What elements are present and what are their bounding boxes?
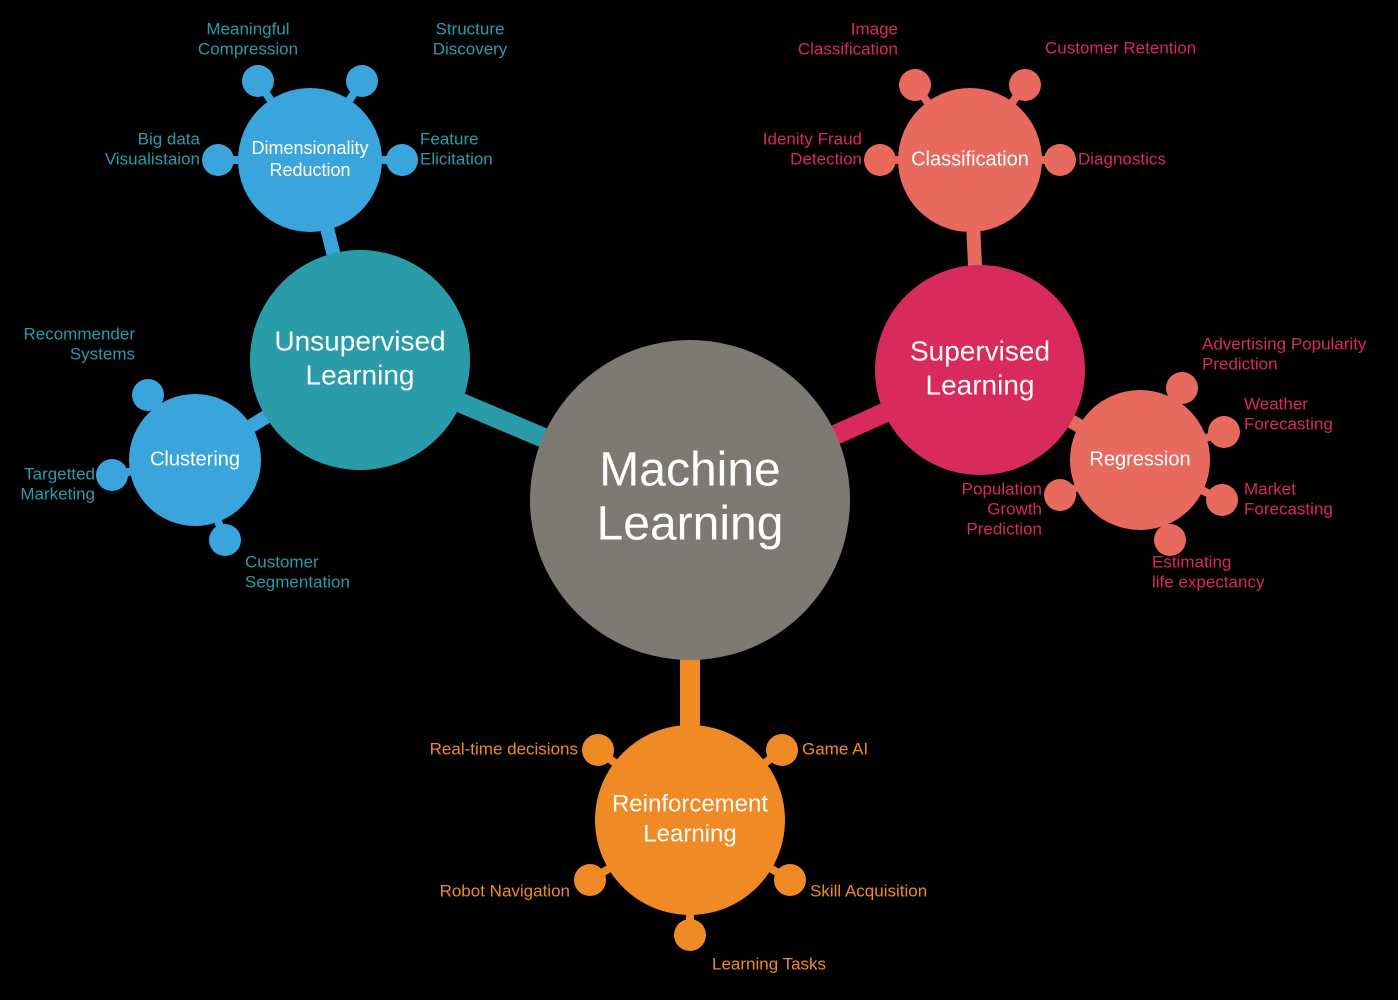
customer-segmentation-label: CustomerSegmentation — [245, 552, 350, 591]
customer-retention-label: Customer Retention — [1045, 38, 1196, 57]
svg-text:Recommender: Recommender — [24, 324, 136, 343]
svg-text:Detection: Detection — [790, 149, 862, 168]
svg-text:Prediction: Prediction — [1202, 354, 1278, 373]
big-data-vis-label: Big dataVisualistaion — [105, 129, 201, 168]
svg-text:Diagnostics: Diagnostics — [1078, 149, 1166, 168]
meaningful-compression-dot — [242, 65, 274, 97]
svg-text:Advertising Popularity: Advertising Popularity — [1202, 334, 1367, 353]
big-data-vis-dot — [202, 144, 234, 176]
svg-text:Image: Image — [851, 19, 898, 38]
svg-text:Learning: Learning — [643, 820, 736, 847]
svg-text:life expectancy: life expectancy — [1152, 572, 1265, 591]
svg-text:Unsupervised: Unsupervised — [274, 325, 445, 356]
svg-text:Estimating: Estimating — [1152, 552, 1231, 571]
life-exp-label: Estimatinglife expectancy — [1152, 552, 1265, 591]
classification-label: Classification — [911, 148, 1029, 170]
svg-text:Supervised: Supervised — [910, 335, 1050, 366]
svg-text:Elicitation: Elicitation — [420, 149, 493, 168]
svg-text:Meaningful: Meaningful — [206, 19, 289, 38]
svg-text:Classification: Classification — [911, 148, 1029, 170]
svg-text:Segmentation: Segmentation — [245, 572, 350, 591]
pop-growth-dot — [1044, 479, 1076, 511]
svg-text:Customer: Customer — [245, 552, 319, 571]
svg-text:Weather: Weather — [1244, 394, 1308, 413]
svg-text:Structure: Structure — [436, 19, 505, 38]
svg-text:Forecasting: Forecasting — [1244, 414, 1333, 433]
skill-acq-dot — [774, 864, 806, 896]
targetted-marketing-label: TargettedMarketing — [20, 464, 95, 503]
root-label: MachineLearning — [597, 444, 784, 551]
learning-tasks-label: Learning Tasks — [712, 954, 826, 973]
svg-text:Market: Market — [1244, 479, 1296, 498]
robot-nav-dot — [574, 864, 606, 896]
svg-text:Learning Tasks: Learning Tasks — [712, 954, 826, 973]
svg-text:Skill Acquisition: Skill Acquisition — [810, 881, 927, 900]
image-classification-label: ImageClassification — [798, 19, 898, 58]
svg-text:Reduction: Reduction — [269, 160, 350, 180]
pop-growth-label: PopulationGrowthPrediction — [962, 479, 1042, 538]
feature-elicitation-label: FeatureElicitation — [420, 129, 493, 168]
svg-text:Systems: Systems — [70, 344, 135, 363]
clustering-label: Clustering — [150, 448, 240, 470]
svg-text:Growth: Growth — [987, 499, 1042, 518]
game-ai-dot — [766, 734, 798, 766]
svg-text:Population: Population — [962, 479, 1042, 498]
svg-text:Feature: Feature — [420, 129, 479, 148]
market-label: MarketForecasting — [1244, 479, 1333, 518]
svg-text:Targetted: Targetted — [24, 464, 95, 483]
svg-text:Learning: Learning — [306, 359, 415, 390]
skill-acq-label: Skill Acquisition — [810, 881, 927, 900]
recommender-systems-dot — [132, 379, 164, 411]
svg-text:Learning: Learning — [926, 369, 1035, 400]
feature-elicitation-dot — [386, 144, 418, 176]
svg-text:Classification: Classification — [798, 39, 898, 58]
svg-text:Discovery: Discovery — [433, 39, 508, 58]
svg-text:Dimensionality: Dimensionality — [251, 138, 368, 158]
image-classification-dot — [899, 69, 931, 101]
svg-text:Customer Retention: Customer Retention — [1045, 38, 1196, 57]
svg-text:Idenity Fraud: Idenity Fraud — [763, 129, 862, 148]
weather-label: WeatherForecasting — [1244, 394, 1333, 433]
structure-discovery-label: StructureDiscovery — [433, 19, 508, 58]
market-dot — [1206, 484, 1238, 516]
diagnostics-dot — [1044, 144, 1076, 176]
svg-text:Machine: Machine — [599, 444, 780, 497]
svg-text:Forecasting: Forecasting — [1244, 499, 1333, 518]
svg-text:Reinforcement: Reinforcement — [612, 790, 768, 817]
meaningful-compression-label: MeaningfulCompression — [198, 19, 298, 58]
identity-fraud-dot — [864, 144, 896, 176]
regression-label: Regression — [1089, 448, 1190, 470]
real-time-dot — [582, 734, 614, 766]
svg-text:Real-time decisions: Real-time decisions — [430, 739, 578, 758]
life-exp-dot — [1154, 524, 1186, 556]
customer-retention-dot — [1009, 69, 1041, 101]
learning-tasks-dot — [674, 919, 706, 951]
ml-mindmap: MachineLearningUnsupervisedLearningDimen… — [0, 0, 1398, 1000]
svg-text:Regression: Regression — [1089, 448, 1190, 470]
game-ai-label: Game AI — [802, 739, 868, 758]
identity-fraud-label: Idenity FraudDetection — [763, 129, 862, 168]
svg-text:Robot Navigation: Robot Navigation — [440, 881, 570, 900]
svg-text:Visualistaion: Visualistaion — [105, 149, 200, 168]
svg-text:Marketing: Marketing — [20, 484, 95, 503]
svg-text:Learning: Learning — [597, 498, 784, 551]
recommender-systems-label: RecommenderSystems — [24, 324, 136, 363]
weather-dot — [1208, 416, 1240, 448]
customer-segmentation-dot — [209, 524, 241, 556]
svg-text:Prediction: Prediction — [966, 519, 1042, 538]
svg-text:Compression: Compression — [198, 39, 298, 58]
diagnostics-label: Diagnostics — [1078, 149, 1166, 168]
svg-text:Clustering: Clustering — [150, 448, 240, 470]
real-time-label: Real-time decisions — [430, 739, 578, 758]
svg-text:Big data: Big data — [138, 129, 201, 148]
robot-nav-label: Robot Navigation — [440, 881, 570, 900]
targetted-marketing-dot — [96, 459, 128, 491]
adv-pop-label: Advertising PopularityPrediction — [1202, 334, 1367, 373]
adv-pop-dot — [1166, 372, 1198, 404]
svg-text:Game AI: Game AI — [802, 739, 868, 758]
structure-discovery-dot — [346, 65, 378, 97]
